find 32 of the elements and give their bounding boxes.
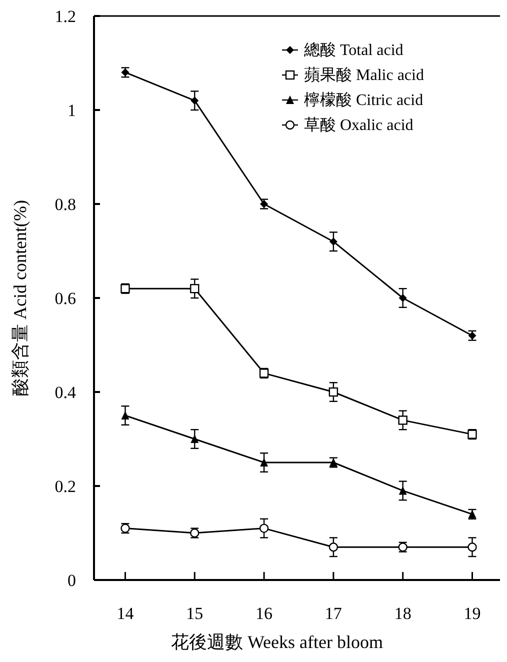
point (329, 238, 338, 246)
legend-label: 草酸 Oxalic acid (304, 116, 414, 134)
legend-label: 檸檬酸 Citric acid (304, 91, 424, 109)
point (328, 387, 338, 397)
y-tick-label: 0.6 (54, 288, 76, 308)
x-tick-label: 19 (464, 604, 481, 623)
x-tick-label: 14 (116, 604, 134, 623)
y-tick-label: 0 (68, 570, 76, 590)
x-tick-label: 17 (324, 604, 342, 623)
x-axis-title: 花後週數 Weeks after bloom (170, 632, 384, 652)
point (468, 542, 477, 552)
point (398, 486, 407, 495)
point (328, 542, 338, 552)
x-tick-label: 15 (186, 604, 204, 623)
legend-label: 總酸 Total acid (303, 41, 404, 59)
point (121, 411, 130, 420)
y-tick-label: 1.2 (54, 6, 76, 26)
x-tick-label: 18 (394, 604, 412, 623)
point (190, 284, 200, 294)
y-tick-label: 0.4 (54, 382, 76, 402)
point (190, 434, 199, 443)
point (259, 524, 269, 533)
point (260, 458, 268, 466)
y-tick-label: 0.8 (54, 194, 76, 214)
legend-label: 蘋果酸 Malic acid (304, 66, 424, 84)
point (398, 294, 407, 302)
point (190, 96, 199, 105)
x-tick-label: 16 (256, 604, 273, 623)
y-axis-title: 酸類含量 Acid content(%) (10, 200, 30, 396)
y-tick-label: 0.2 (54, 476, 76, 496)
point (398, 416, 408, 425)
y-tick-label: 1 (68, 100, 76, 120)
